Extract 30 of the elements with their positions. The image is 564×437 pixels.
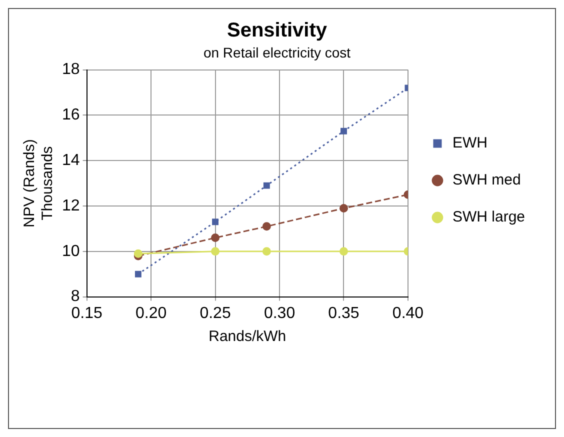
point bbox=[134, 249, 142, 258]
y-tick-label: 12 bbox=[62, 197, 80, 214]
legend-label: EWH bbox=[452, 134, 488, 152]
y-tick-label: 18 bbox=[62, 61, 80, 78]
x-tick-label: 0.35 bbox=[328, 304, 360, 322]
y-tick-label: 8 bbox=[70, 288, 80, 306]
x-tick-label: 0.20 bbox=[135, 304, 167, 322]
point bbox=[262, 222, 271, 231]
point bbox=[339, 204, 348, 213]
chart-subtitle: on Retail electricity cost bbox=[203, 44, 351, 60]
point bbox=[134, 270, 142, 278]
point bbox=[262, 247, 271, 256]
x-tick-label: 0.25 bbox=[200, 304, 231, 322]
point bbox=[339, 247, 348, 256]
x-tick-label: 0.30 bbox=[264, 304, 296, 322]
chart-title: Sensitivity bbox=[226, 20, 328, 42]
legend-label: SWH large bbox=[452, 208, 526, 226]
y-axis-title: NPV (Rands) Thousands bbox=[21, 139, 56, 228]
point bbox=[263, 182, 270, 189]
y-tick-label: 16 bbox=[62, 106, 80, 124]
y-tick-label: 10 bbox=[62, 242, 80, 260]
x-tick-label: 0.40 bbox=[392, 304, 424, 322]
point bbox=[211, 247, 220, 256]
point bbox=[340, 128, 347, 134]
legend-label: SWH med bbox=[452, 172, 521, 189]
x-tick-label: 0.15 bbox=[71, 304, 102, 322]
point bbox=[211, 234, 220, 242]
x-axis-title: Rands/kWh bbox=[208, 328, 286, 346]
y-tick-label: 14 bbox=[62, 152, 80, 170]
point bbox=[212, 218, 218, 226]
